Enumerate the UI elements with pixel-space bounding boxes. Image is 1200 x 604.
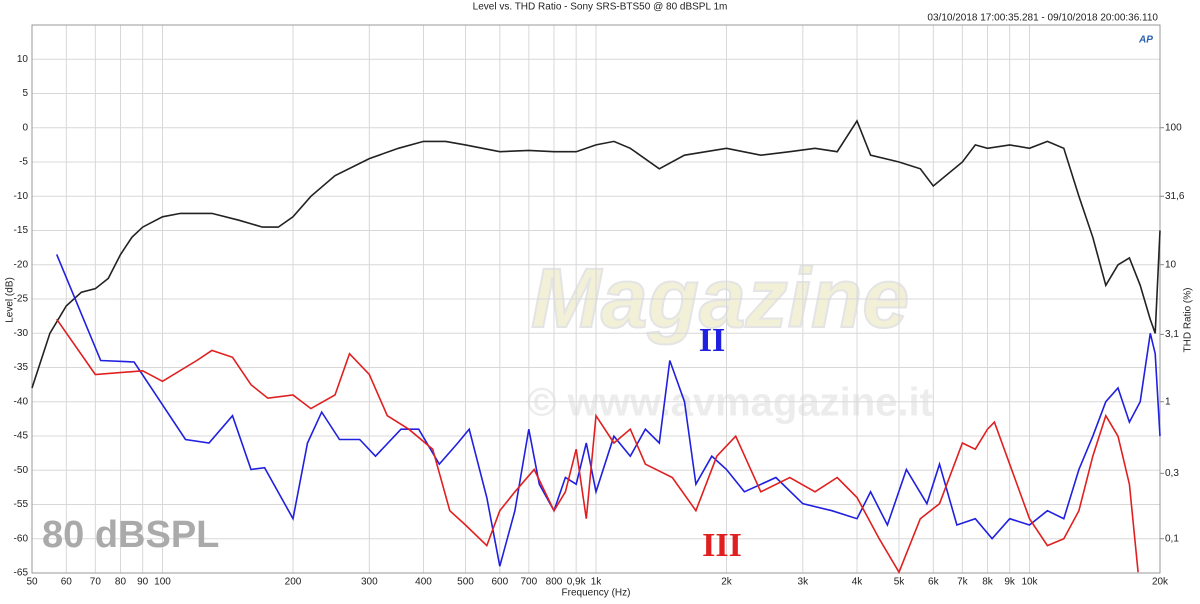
y-tick-label: -40 [14,396,29,407]
x-tick-label: 400 [415,577,432,588]
y-tick-label: -65 [14,568,29,579]
x-tick-label: 700 [521,577,538,588]
x-tick-label: 8k [982,577,994,588]
x-tick-label: 80 [115,577,127,588]
series-label: II [699,322,725,359]
y-axis-label: Level (dB) [5,277,16,323]
x-axis-label: Frequency (Hz) [562,588,631,599]
y-tick-label: -15 [14,225,29,236]
y-tick-label: -50 [14,465,29,476]
x-tick-label: 300 [361,577,378,588]
x-tick-label: 4k [852,577,864,588]
x-tick-label: 3k [798,577,810,588]
y-tick-label: -45 [14,431,29,442]
y-tick-label: 10 [17,54,29,65]
y-tick-label: -60 [14,533,29,544]
watermark: Magazine [531,251,909,345]
x-tick-label: 10k [1021,577,1038,588]
watermark: © www.avmagazine.it [527,381,933,425]
y2-tick-label: 31,6 [1165,191,1185,202]
x-tick-label: 1k [591,577,603,588]
y-tick-label: -5 [19,157,28,168]
level-annotation: 80 dBSPL [42,514,219,556]
x-tick-label: 70 [90,577,102,588]
series-line [55,254,1161,567]
y2-tick-label: 100 [1165,122,1182,133]
x-tick-label: 50 [26,577,38,588]
x-tick-label: 100 [154,577,171,588]
y2-tick-label: 0,3 [1165,468,1179,479]
x-tick-label: 200 [285,577,302,588]
x-tick-label: 0,9k [567,577,587,588]
x-tick-label: 2k [721,577,733,588]
y2-tick-label: 1 [1165,396,1171,407]
x-tick-label: 6k [928,577,940,588]
y-tick-label: -10 [14,191,29,202]
series-line [56,318,1139,575]
y2-tick-label: 10 [1165,259,1177,270]
series-label: III [702,527,742,564]
y2-axis-label: THD Ratio (%) [1183,287,1194,352]
x-tick-label: 9k [1004,577,1016,588]
x-tick-label: 60 [61,577,73,588]
x-tick-label: 90 [137,577,149,588]
logo: AP [1138,35,1153,46]
y2-tick-label: 0,1 [1165,533,1179,544]
y-tick-label: -20 [14,259,29,270]
series-line [31,119,1161,389]
y-tick-label: -25 [14,294,29,305]
x-tick-label: 600 [491,577,508,588]
x-tick-label: 20k [1152,577,1169,588]
y-tick-label: 5 [22,88,28,99]
y-tick-label: -30 [14,328,29,339]
chart-title: Level vs. THD Ratio - Sony SRS-BTS50 @ 8… [473,2,728,13]
y-tick-label: 0 [22,122,28,133]
plot-frame [31,24,1161,574]
y-tick-label: -35 [14,362,29,373]
timestamp: 03/10/2018 17:00:35.281 - 09/10/2018 20:… [927,13,1158,24]
y2-tick-label: 3,1 [1165,329,1179,340]
x-tick-label: 5k [894,577,906,588]
x-tick-label: 7k [957,577,969,588]
y-tick-label: -55 [14,499,29,510]
x-tick-label: 500 [457,577,474,588]
x-tick-label: 800 [546,577,563,588]
